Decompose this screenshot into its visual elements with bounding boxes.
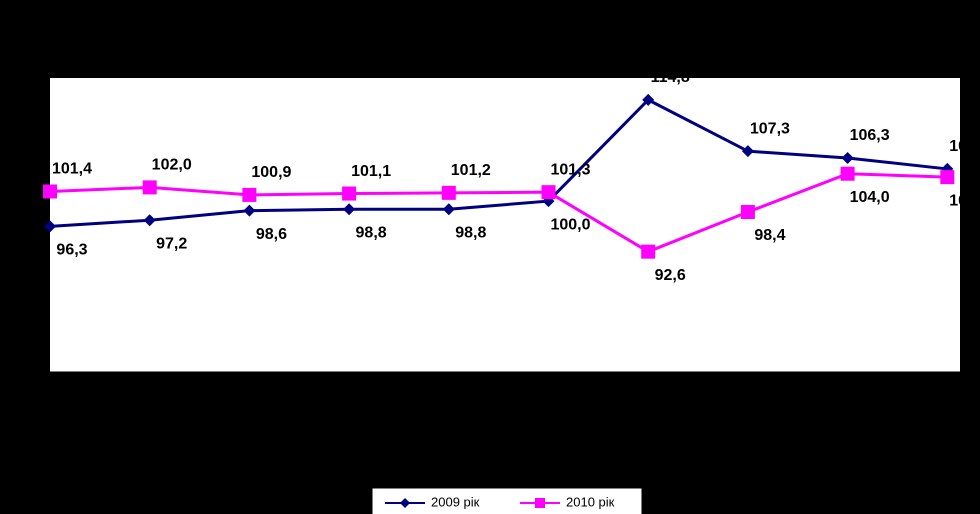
legend-label: 2010 рік	[566, 494, 615, 509]
marker	[242, 187, 257, 202]
marker	[243, 204, 256, 217]
data-label: 100,0	[550, 216, 590, 233]
data-label: 103,5	[949, 192, 980, 209]
marker	[342, 186, 357, 201]
marker	[641, 244, 656, 259]
data-label: 96,3	[56, 242, 87, 259]
data-label: 101,3	[550, 161, 590, 178]
plot-area	[50, 78, 960, 372]
marker	[940, 170, 955, 185]
marker	[143, 214, 156, 227]
marker	[142, 180, 157, 195]
marker	[343, 203, 356, 216]
data-label: 98,6	[256, 226, 287, 243]
legend	[371, 487, 643, 514]
data-label: 107,3	[750, 120, 790, 137]
data-label: 100,9	[251, 164, 291, 181]
data-label: 106,3	[850, 127, 890, 144]
legend-label: 2009 рік	[431, 494, 480, 509]
marker	[741, 145, 754, 158]
data-label: 98,8	[356, 224, 387, 241]
data-label: 97,2	[156, 235, 187, 252]
data-label: 98,4	[754, 227, 785, 244]
data-label: 104,7	[949, 138, 980, 155]
data-label: 102,0	[152, 157, 192, 174]
marker	[840, 166, 855, 181]
data-label: 104,0	[850, 189, 890, 206]
data-label: 98,8	[455, 224, 486, 241]
marker	[541, 185, 556, 200]
series-line	[49, 172, 948, 254]
data-label: 101,1	[351, 163, 391, 180]
legend-marker	[400, 498, 410, 508]
marker	[441, 185, 456, 200]
data-label: 101,4	[52, 161, 92, 178]
legend-marker	[535, 498, 545, 508]
legend-items: 2009 рік 2010 рік	[385, 494, 615, 509]
marker	[442, 203, 455, 216]
marker	[44, 220, 56, 233]
data-label: 114,8	[651, 69, 690, 86]
data-label: 92,6	[655, 267, 686, 284]
marker	[642, 93, 655, 106]
series-line	[49, 98, 948, 228]
marker	[43, 184, 57, 199]
marker	[841, 151, 854, 164]
data-label: 101,2	[451, 162, 491, 179]
marker	[740, 205, 755, 220]
